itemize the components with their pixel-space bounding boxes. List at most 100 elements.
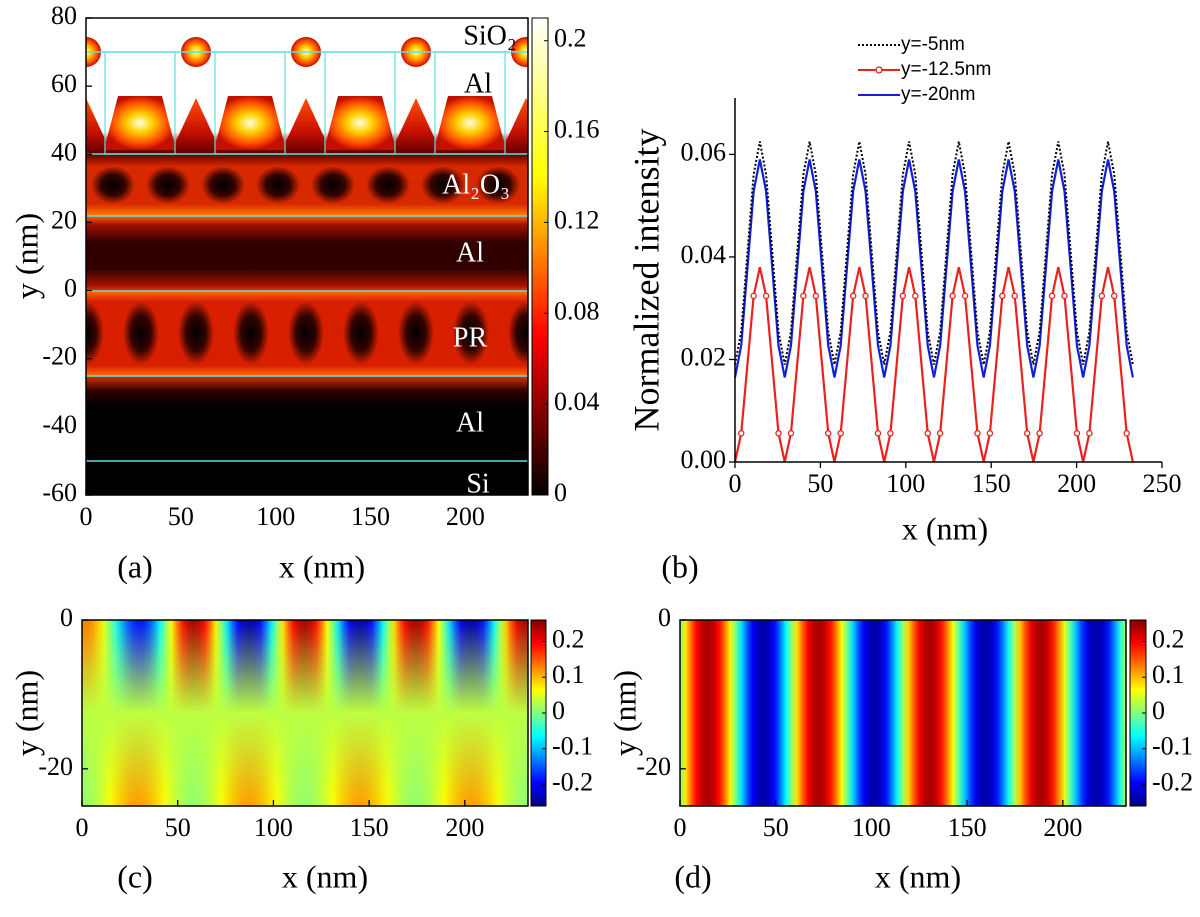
x-axis-label: x (nm): [875, 858, 961, 894]
x-tick-label: 150: [948, 813, 987, 842]
dark-spot: [201, 166, 245, 204]
y-tick-label: 20: [51, 205, 77, 234]
x-axis-label: x (nm): [279, 548, 365, 584]
y-tick-label: 0.02: [681, 342, 727, 371]
point-marker: [812, 292, 820, 300]
line-series: [733, 159, 1134, 378]
colorbar-tick-label: 0: [1152, 696, 1165, 725]
layer-label: PR: [453, 322, 488, 353]
panel-label: (a): [117, 548, 153, 584]
point-marker: [800, 292, 807, 300]
dark-spot: [343, 301, 379, 365]
legend-label: y=-12.5nm: [901, 59, 991, 80]
dark-spot: [256, 166, 300, 204]
y-axis-label: Normalized intensity: [626, 129, 666, 432]
y-tick-label: 80: [51, 1, 77, 30]
colorbar-tick-label: -0.1: [1152, 732, 1193, 761]
line-series: [734, 141, 1134, 365]
x-tick-label: 200: [446, 502, 485, 531]
point-marker: [775, 430, 782, 437]
x-axis-label: x (nm): [282, 858, 368, 894]
point-marker: [1110, 292, 1118, 300]
x-tick-label: 0: [76, 813, 89, 842]
layer-label: Al: [464, 68, 492, 99]
colorbar-tick-label: 0: [552, 696, 565, 725]
point-marker: [1086, 430, 1093, 437]
x-tick-label: 200: [1043, 813, 1082, 842]
field-image: [82, 620, 528, 806]
point-marker: [961, 292, 969, 300]
point-marker: [750, 292, 757, 300]
panel-label: (c): [117, 858, 153, 894]
layer-label: Al: [456, 237, 484, 268]
x-tick-label: 150: [972, 469, 1011, 498]
dark-spot: [453, 301, 489, 365]
layer-label: Al: [456, 407, 484, 438]
field-spike: [390, 98, 442, 154]
point-marker: [787, 430, 795, 437]
plot-frame: [679, 619, 1127, 807]
point-marker: [837, 430, 844, 437]
x-tick-label: 150: [350, 813, 389, 842]
legend-label: y=-5nm: [901, 34, 965, 55]
field-image: [680, 620, 1126, 806]
field-lobe: [434, 96, 506, 150]
y-axis-label: y (nm): [606, 670, 642, 756]
legend-marker: [875, 66, 883, 74]
point-marker: [849, 292, 857, 300]
dark-spot: [233, 301, 269, 365]
dark-spot: [311, 166, 355, 204]
layer-label: SiO₂: [463, 20, 516, 51]
dark-spot: [476, 166, 520, 204]
y-tick-label: 0: [60, 603, 73, 632]
dark-spot: [508, 301, 528, 365]
point-marker: [825, 430, 832, 437]
field-lobe: [104, 96, 176, 150]
point-marker: [1048, 292, 1056, 300]
layer-label: Si: [466, 468, 490, 499]
y-tick-label: -40: [42, 410, 77, 439]
x-axis-label: x (nm): [902, 510, 988, 546]
dark-spot: [178, 301, 214, 365]
y-tick-label: -20: [42, 342, 77, 371]
colorbar-tick-label: 0.1: [552, 660, 585, 689]
colorbar-tick-label: 0.16: [554, 115, 600, 144]
dark-spot: [421, 166, 465, 204]
colorbar-tick-label: -0.2: [552, 768, 593, 797]
y-tick-label: 60: [51, 69, 77, 98]
x-tick-label: 100: [886, 469, 925, 498]
point-marker: [899, 292, 907, 300]
colorbar: [531, 17, 549, 496]
point-marker: [874, 430, 882, 437]
x-tick-label: 0: [674, 813, 687, 842]
point-marker: [1036, 430, 1043, 437]
x-tick-label: 50: [763, 813, 789, 842]
y-tick-label: 0.04: [681, 240, 727, 269]
colorbar-tick-label: 0.08: [554, 296, 600, 325]
colorbar-tick-label: 0.12: [554, 205, 600, 234]
y-tick-label: 40: [51, 137, 77, 166]
colorbar-tick-label: 0.1: [1152, 660, 1185, 689]
metal-field: [86, 216, 528, 291]
point-marker: [986, 430, 994, 437]
point-marker: [924, 430, 931, 437]
colorbar-tick-label: 0.2: [1152, 624, 1185, 653]
colorbar-tick-label: -0.2: [1152, 768, 1193, 797]
point-marker: [762, 292, 770, 300]
panel-label: (d): [674, 858, 711, 894]
y-axis-label: y (nm): [8, 213, 44, 299]
dark-spot: [366, 166, 410, 204]
panel-label: (b): [661, 548, 698, 584]
x-tick-label: 100: [256, 502, 295, 531]
x-tick-label: 100: [852, 813, 891, 842]
dark-spot: [123, 301, 159, 365]
point-marker: [862, 292, 869, 300]
x-tick-label: 50: [165, 813, 191, 842]
colorbar-tick-label: -0.1: [552, 732, 593, 761]
field-image: [86, 18, 528, 495]
x-tick-label: 200: [445, 813, 484, 842]
x-tick-label: 0: [729, 469, 742, 498]
point-marker: [1098, 292, 1106, 300]
point-marker: [949, 292, 956, 300]
